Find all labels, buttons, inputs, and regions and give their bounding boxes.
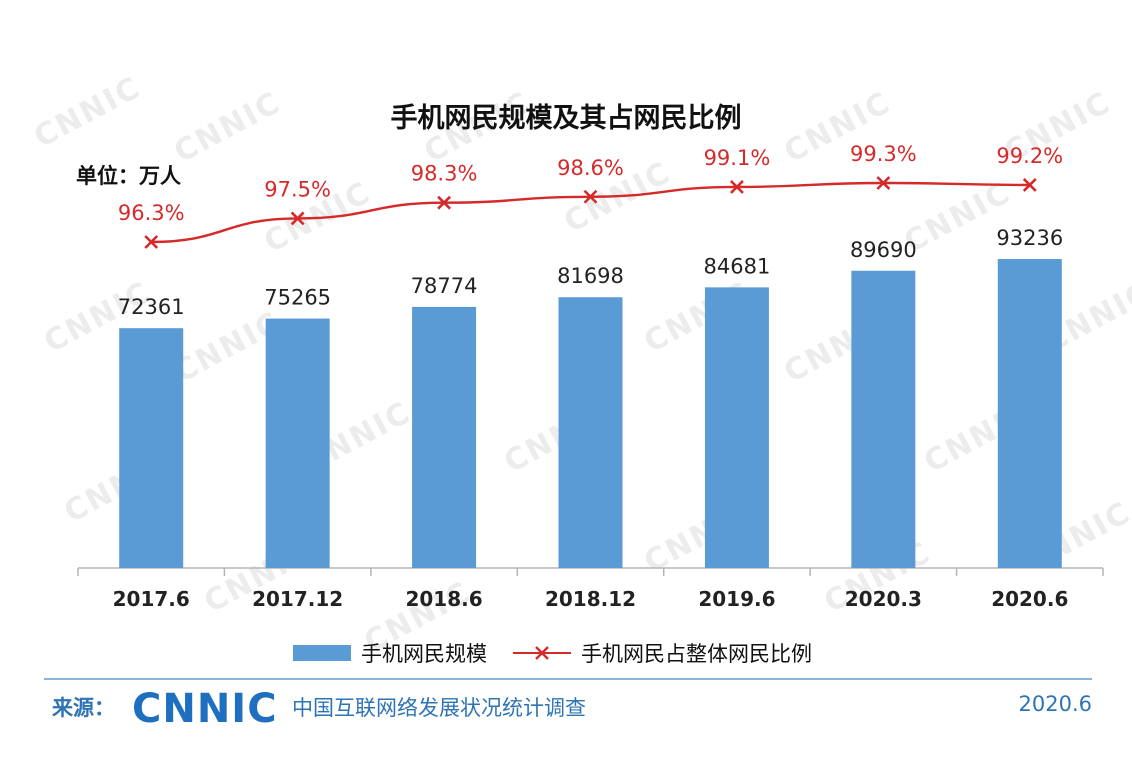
x-tick-label: 2018.6	[405, 587, 482, 611]
ratio-value-label: 97.5%	[264, 177, 331, 201]
bar	[119, 328, 184, 568]
bar-value-label: 89690	[850, 238, 917, 262]
ratio-value-label: 98.3%	[411, 162, 478, 186]
x-tick-label: 2020.6	[991, 587, 1068, 611]
x-tick-label: 2020.3	[845, 587, 922, 611]
x-tick-label: 2019.6	[698, 587, 775, 611]
ratio-point-marker	[730, 180, 744, 194]
source-label: 来源：	[52, 696, 115, 720]
ratio-value-label: 99.3%	[850, 142, 917, 166]
ratio-point-marker	[290, 211, 305, 226]
x-tick-label: 2018.12	[545, 587, 636, 611]
legend-bar-swatch	[293, 645, 351, 661]
source-date: 2020.6	[1018, 692, 1092, 716]
x-tick-label: 2017.6	[113, 587, 190, 611]
bar-value-label: 72361	[118, 295, 185, 319]
ratio-value-label: 99.2%	[996, 144, 1063, 168]
ratio-point-marker	[437, 195, 451, 210]
bar-value-label: 93236	[996, 226, 1063, 250]
bar-value-label: 84681	[704, 254, 771, 278]
source-footer: 来源： CNNIC 中国互联网络发展状况统计调查 2020.6	[44, 678, 1092, 732]
bar	[704, 287, 769, 568]
ratio-value-label: 96.3%	[118, 201, 185, 225]
x-tick-label: 2017.12	[252, 587, 343, 611]
legend-line-label: 手机网民占整体网民比例	[581, 642, 812, 666]
bar	[997, 259, 1062, 568]
legend-bar-label: 手机网民规模	[361, 642, 487, 666]
bar-value-label: 81698	[557, 264, 624, 288]
ratio-value-label: 99.1%	[704, 146, 771, 170]
bar	[265, 318, 330, 568]
legend-line-swatch	[513, 646, 571, 660]
ratio-point-marker	[876, 176, 891, 190]
ratio-point-marker	[583, 189, 598, 204]
chart-title: 手机网民规模及其占网民比例	[390, 103, 742, 134]
ratio-point-marker	[144, 235, 159, 249]
bar	[851, 270, 916, 568]
unit-label: 单位：万人	[76, 164, 181, 188]
bar	[558, 297, 623, 568]
bar	[412, 306, 477, 568]
legend: 手机网民规模 手机网民占整体网民比例	[293, 636, 812, 670]
source-name: 中国互联网络发展状况统计调查	[292, 696, 586, 720]
cnnic-logo: CNNIC	[132, 686, 278, 732]
ratio-value-label: 98.6%	[557, 156, 624, 180]
bar-value-label: 78774	[411, 274, 478, 298]
ratio-point-marker	[1022, 178, 1037, 192]
bar-value-label: 75265	[264, 286, 331, 310]
